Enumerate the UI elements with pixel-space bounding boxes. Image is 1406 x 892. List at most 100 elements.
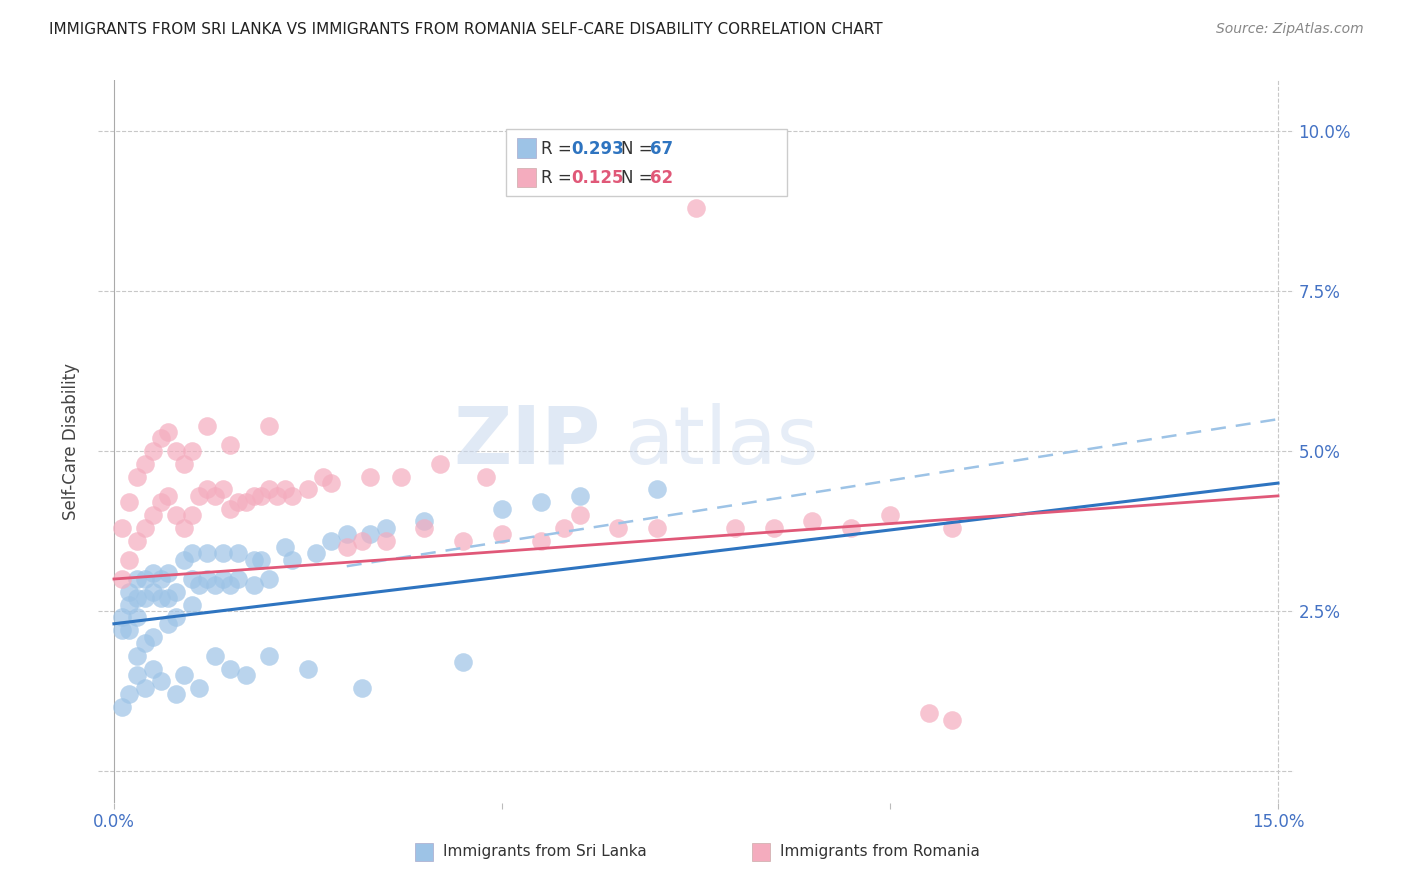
- Point: [530, 533, 553, 548]
- Point: [149, 431, 172, 445]
- Point: [149, 591, 172, 606]
- Point: [211, 572, 233, 586]
- Point: [118, 598, 141, 612]
- Point: [157, 489, 180, 503]
- Point: [321, 476, 343, 491]
- Point: [352, 533, 374, 548]
- Text: IMMIGRANTS FROM SRI LANKA VS IMMIGRANTS FROM ROMANIA SELF-CARE DISABILITY CORREL: IMMIGRANTS FROM SRI LANKA VS IMMIGRANTS …: [49, 22, 883, 37]
- Point: [173, 457, 195, 471]
- Point: [118, 553, 141, 567]
- Point: [173, 521, 195, 535]
- Point: [429, 457, 451, 471]
- Point: [685, 201, 707, 215]
- Point: [165, 610, 187, 624]
- Point: [127, 572, 149, 586]
- Point: [195, 483, 218, 497]
- Point: [134, 572, 156, 586]
- Point: [941, 713, 963, 727]
- Point: [149, 572, 172, 586]
- Point: [118, 687, 141, 701]
- Point: [111, 699, 134, 714]
- Point: [389, 469, 412, 483]
- Point: [281, 489, 304, 503]
- Point: [257, 418, 280, 433]
- Text: Immigrants from Romania: Immigrants from Romania: [780, 845, 980, 859]
- Point: [173, 668, 195, 682]
- Point: [226, 572, 249, 586]
- Point: [281, 553, 304, 567]
- Point: [165, 508, 187, 522]
- Point: [413, 521, 436, 535]
- Text: Source: ZipAtlas.com: Source: ZipAtlas.com: [1216, 22, 1364, 37]
- Text: N =: N =: [621, 140, 658, 158]
- Text: 0.125: 0.125: [571, 169, 623, 187]
- Point: [157, 425, 180, 439]
- Point: [188, 489, 211, 503]
- Point: [211, 546, 233, 560]
- Point: [165, 584, 187, 599]
- Point: [142, 566, 165, 580]
- Point: [257, 572, 280, 586]
- Point: [336, 540, 359, 554]
- Point: [195, 546, 218, 560]
- Point: [134, 636, 156, 650]
- Point: [127, 610, 149, 624]
- Point: [111, 623, 134, 637]
- Text: atlas: atlas: [624, 402, 818, 481]
- Point: [451, 533, 474, 548]
- Point: [374, 521, 396, 535]
- Point: [127, 648, 149, 663]
- Point: [188, 578, 211, 592]
- Text: 0.293: 0.293: [571, 140, 624, 158]
- Point: [359, 469, 381, 483]
- Point: [111, 610, 134, 624]
- Point: [273, 483, 295, 497]
- Point: [204, 578, 226, 592]
- Point: [180, 508, 202, 522]
- Point: [242, 578, 264, 592]
- Point: [180, 598, 202, 612]
- Point: [134, 457, 156, 471]
- Point: [553, 521, 575, 535]
- Point: [321, 533, 343, 548]
- Point: [111, 521, 134, 535]
- Point: [127, 591, 149, 606]
- Point: [352, 681, 374, 695]
- Point: [134, 681, 156, 695]
- Point: [142, 508, 165, 522]
- Point: [204, 648, 226, 663]
- Point: [226, 546, 249, 560]
- Point: [142, 630, 165, 644]
- Point: [142, 444, 165, 458]
- Point: [173, 553, 195, 567]
- Point: [530, 495, 553, 509]
- Point: [607, 521, 630, 535]
- Point: [111, 572, 134, 586]
- Point: [211, 483, 233, 497]
- Point: [297, 483, 319, 497]
- Point: [118, 584, 141, 599]
- Text: R =: R =: [541, 169, 578, 187]
- Point: [188, 681, 211, 695]
- Text: 67: 67: [650, 140, 672, 158]
- Point: [219, 438, 242, 452]
- Point: [250, 489, 273, 503]
- Point: [918, 706, 941, 721]
- Point: [195, 418, 218, 433]
- Point: [413, 515, 436, 529]
- Point: [762, 521, 785, 535]
- Point: [568, 489, 591, 503]
- Point: [165, 687, 187, 701]
- Point: [257, 648, 280, 663]
- Point: [204, 489, 226, 503]
- Point: [475, 469, 498, 483]
- Point: [568, 508, 591, 522]
- Point: [219, 661, 242, 675]
- Point: [491, 501, 513, 516]
- Point: [724, 521, 747, 535]
- Point: [297, 661, 319, 675]
- Point: [235, 495, 257, 509]
- Point: [134, 521, 156, 535]
- Text: ZIP: ZIP: [453, 402, 600, 481]
- Point: [257, 483, 280, 497]
